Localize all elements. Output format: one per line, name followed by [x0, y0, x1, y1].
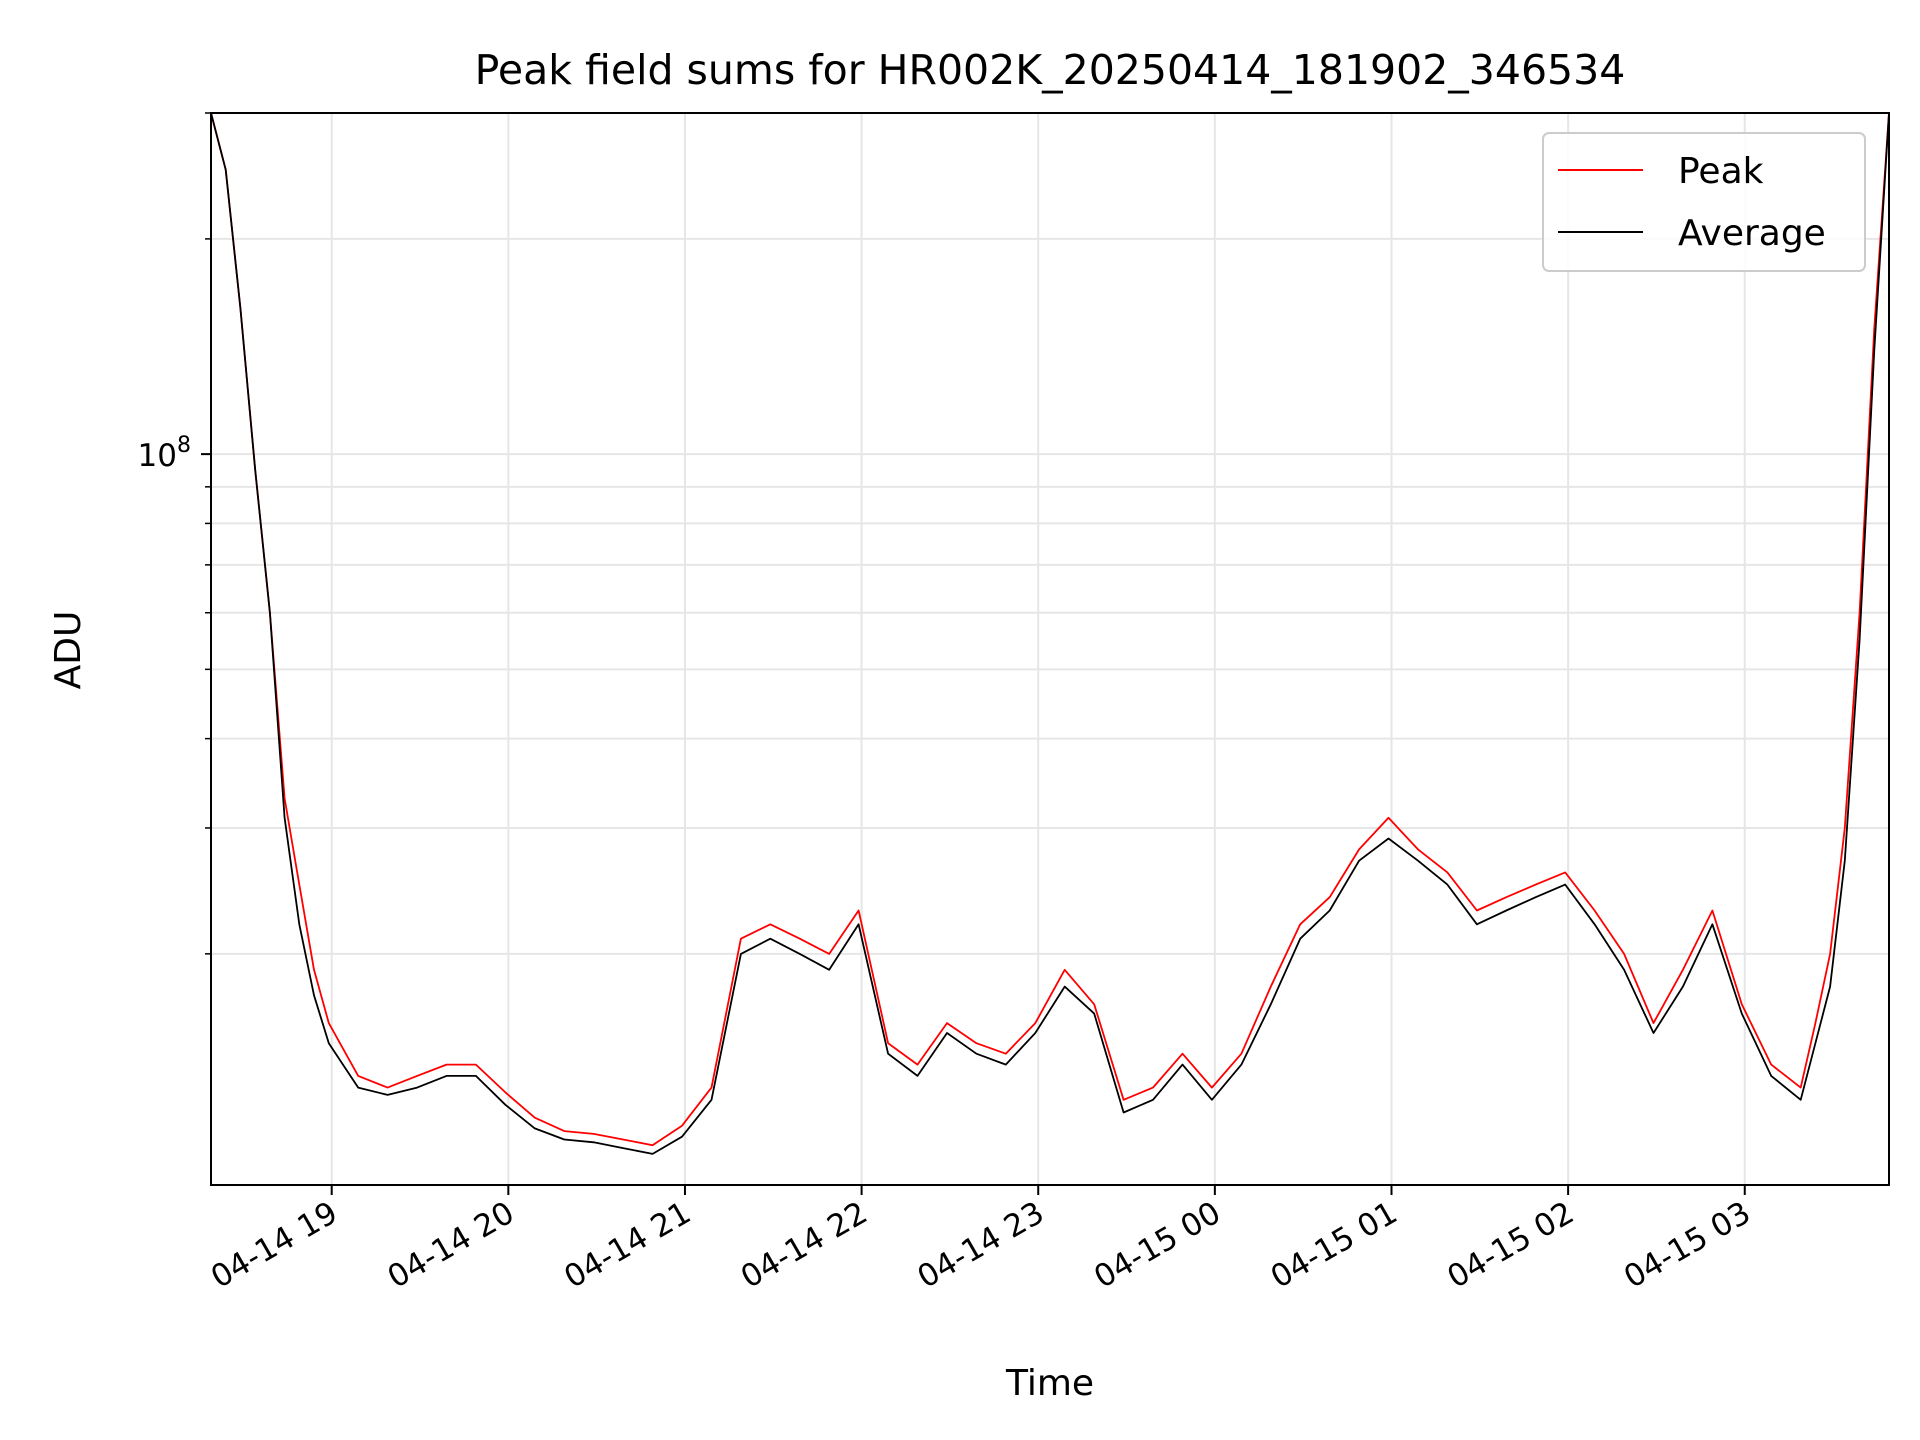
chart-title: Peak field sums for HR002K_20250414_1819…: [475, 46, 1626, 94]
legend-box: [1542, 132, 1866, 272]
plot-series: [210, 112, 1890, 1155]
legend-label-average: Average: [1678, 213, 1826, 254]
y-axis-label: ADU: [48, 611, 89, 690]
y-tick-label: 108: [138, 433, 191, 474]
plot-frame: [210, 112, 1890, 1186]
series-line-peak: [210, 112, 1890, 1147]
legend-label-peak: Peak: [1678, 151, 1764, 192]
x-axis-label: Time: [1005, 1363, 1094, 1404]
legend: Peak Average: [1542, 132, 1866, 272]
series-line-average: [210, 112, 1890, 1155]
y-axis-ticks: 108: [138, 112, 211, 955]
